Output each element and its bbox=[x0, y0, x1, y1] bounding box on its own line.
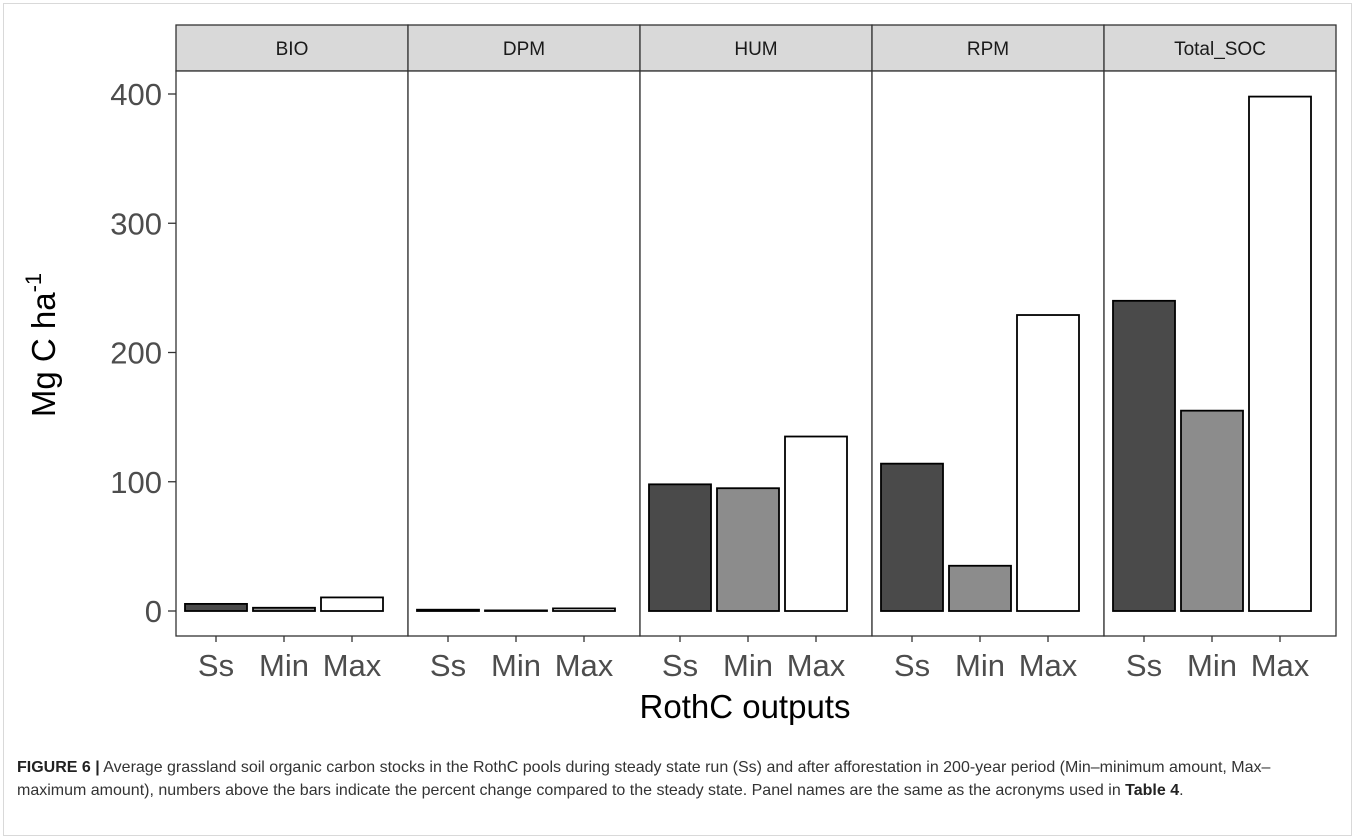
x-tick-label: Ss bbox=[894, 648, 930, 683]
panel-strip bbox=[407, 24, 641, 72]
panel-dpm: DPM Ss Min Max bbox=[407, 24, 641, 683]
y-tick-label: 0 bbox=[145, 594, 162, 629]
panel-strip bbox=[871, 24, 1105, 72]
panel-hum: HUM Ss Min Max bbox=[639, 24, 873, 683]
x-tick-label: Min bbox=[1187, 648, 1237, 683]
x-tick-label: Min bbox=[491, 648, 541, 683]
x-tick-label: Min bbox=[955, 648, 1005, 683]
x-tick-label: Ss bbox=[1126, 648, 1162, 683]
y-axis-title-superscript: -1 bbox=[21, 273, 46, 293]
x-tick-label: Max bbox=[323, 648, 382, 683]
bar-max bbox=[784, 435, 848, 612]
panel-strip-label: Total_SOC bbox=[1174, 39, 1266, 60]
bar-min bbox=[252, 606, 316, 612]
figure-caption: FIGURE 6 | Average grassland soil organi… bbox=[17, 757, 1337, 802]
x-tick-label: Min bbox=[723, 648, 773, 683]
panels: BIO Ss Min Max DPM Ss Min Max HUM Ss Min Max RPM Ss Mi… bbox=[175, 24, 1337, 683]
bar-max bbox=[1248, 95, 1312, 612]
bar-ss bbox=[416, 608, 480, 612]
x-tick-label: Min bbox=[259, 648, 309, 683]
bar-ss bbox=[1112, 299, 1176, 612]
panel-strip-label: RPM bbox=[967, 39, 1009, 60]
y-tick-label: 200 bbox=[110, 336, 162, 371]
x-tick-label: Ss bbox=[198, 648, 234, 683]
x-tick-label: Max bbox=[555, 648, 614, 683]
bar-min bbox=[716, 487, 780, 612]
bar-max bbox=[552, 607, 616, 612]
x-tick-label: Max bbox=[1019, 648, 1078, 683]
faceted-bar-chart: 0 100 200 300 400 BIO Ss Min Max DPM Ss Min Max HUM S… bbox=[21, 24, 1337, 725]
bar-min bbox=[484, 609, 548, 612]
bar-ss bbox=[880, 462, 944, 612]
panel-plot-area bbox=[407, 70, 641, 637]
panel-total-soc: Total_SOC Ss Min Max bbox=[1103, 24, 1337, 683]
panel-strip bbox=[175, 24, 409, 72]
panel-bio: BIO Ss Min Max bbox=[175, 24, 409, 683]
y-axis: 0 100 200 300 400 bbox=[110, 77, 176, 629]
bar-min bbox=[948, 564, 1012, 612]
y-axis-title: Mg C ha-1 bbox=[21, 273, 62, 417]
x-tick-label: Max bbox=[787, 648, 846, 683]
bar-ss bbox=[648, 483, 712, 612]
x-tick-label: Ss bbox=[662, 648, 698, 683]
y-tick-label: 400 bbox=[110, 77, 162, 112]
y-axis-title-main: Mg C ha bbox=[25, 292, 62, 417]
panel-strip bbox=[1103, 24, 1337, 72]
bar-min bbox=[1180, 409, 1244, 612]
bar-max bbox=[320, 596, 384, 612]
bar-ss bbox=[184, 602, 248, 612]
caption-text-end: . bbox=[1179, 781, 1184, 799]
panel-strip-label: HUM bbox=[734, 39, 777, 60]
caption-label: FIGURE 6 | bbox=[17, 759, 100, 776]
panel-rpm: RPM Ss Min Max bbox=[871, 24, 1105, 683]
y-tick-label: 300 bbox=[110, 206, 162, 241]
x-tick-label: Max bbox=[1251, 648, 1310, 683]
y-tick-label: 100 bbox=[110, 465, 162, 500]
x-axis-title: RothC outputs bbox=[640, 688, 851, 725]
panel-strip-label: DPM bbox=[503, 39, 545, 60]
bar-max bbox=[1016, 314, 1080, 612]
x-tick-label: Ss bbox=[430, 648, 466, 683]
panel-strip-label: BIO bbox=[276, 39, 309, 60]
figure-frame bbox=[3, 3, 1352, 836]
caption-text: Average grassland soil organic carbon st… bbox=[17, 759, 1271, 799]
panel-plot-area bbox=[175, 70, 409, 637]
caption-table-ref[interactable]: Table 4 bbox=[1125, 781, 1180, 799]
